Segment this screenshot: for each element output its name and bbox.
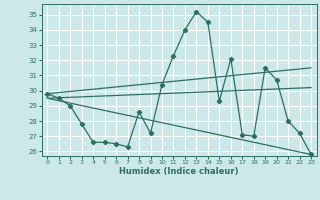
X-axis label: Humidex (Indice chaleur): Humidex (Indice chaleur) <box>119 167 239 176</box>
